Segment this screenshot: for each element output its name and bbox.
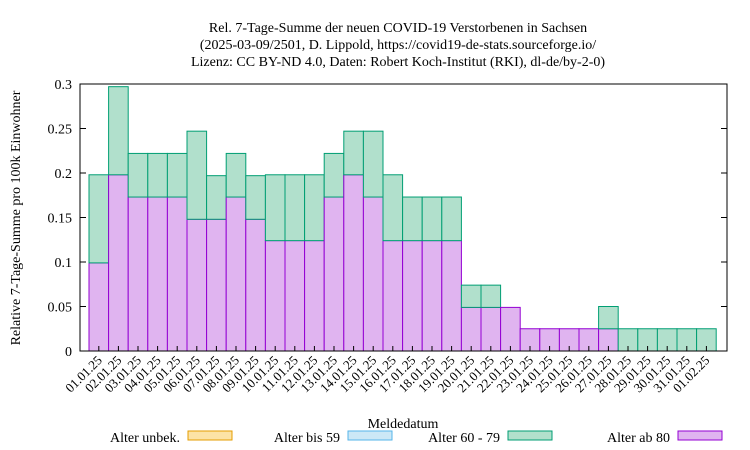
y-tick-label: 0.3 (55, 78, 73, 93)
y-tick-label: 0 (65, 345, 72, 360)
bar-alter-ab-80-16.01.25 (382, 240, 404, 352)
bar-alter-60-79-14.01.25 (343, 130, 364, 176)
y-tick-label: 0.05 (48, 301, 73, 316)
chart-title-line-3: Lizenz: CC BY-ND 4.0, Daten: Robert Koch… (191, 55, 605, 70)
bar-alter-60-79-20.01.25 (460, 284, 482, 308)
bars (88, 86, 717, 352)
bar-alter-ab-80-05.01.25 (166, 196, 188, 352)
bar-alter-ab-80-19.01.25 (441, 240, 462, 352)
bar-alter-60-79-01.01.25 (88, 174, 110, 264)
bar-alter-ab-80-12.01.25 (304, 240, 325, 352)
legend-swatch (347, 430, 393, 441)
bar-alter-60-79-06.01.25 (186, 130, 208, 220)
bar-alter-ab-80-14.01.25 (343, 174, 364, 352)
bar-alter-ab-80-03.01.25 (127, 196, 149, 352)
bar-alter-ab-80-15.01.25 (362, 196, 384, 352)
bar-alter-60-79-08.01.25 (225, 152, 247, 198)
bar-alter-60-79-05.01.25 (166, 152, 188, 198)
y-tick-label: 0.15 (48, 212, 73, 227)
bar-alter-60-79-10.01.25 (264, 174, 286, 242)
chart-title-line-1: Rel. 7-Tage-Summe der neuen COVID-19 Ver… (209, 21, 587, 36)
legend-swatch (187, 430, 233, 441)
bar-alter-ab-80-09.01.25 (245, 218, 266, 352)
legend-swatch (507, 430, 553, 441)
chart-title-line-2: (2025-03-09/2501, D. Lippold, https://co… (200, 38, 596, 53)
bar-alter-60-79-17.01.25 (402, 196, 423, 242)
bar-alter-60-79-21.01.25 (480, 284, 502, 308)
x-axis-ticks: 01.01.2502.01.2503.01.2504.01.2505.01.25… (62, 346, 713, 395)
bar-alter-ab-80-18.01.25 (421, 240, 443, 352)
bar-alter-60-79-09.01.25 (245, 175, 266, 220)
legend-label: Alter 60 - 79 (428, 431, 500, 446)
legend-label: Alter bis 59 (274, 431, 340, 446)
legend: Alter unbek. Alter bis 59 Alter 60 - 79 Alt… (110, 430, 723, 446)
bar-alter-ab-80-02.01.25 (108, 174, 129, 352)
plot-frame (79, 83, 728, 352)
bar-alter-60-79-02.01.25 (108, 86, 129, 176)
bar-alter-60-79-04.01.25 (147, 152, 168, 198)
bar-alter-60-79-13.01.25 (323, 152, 345, 198)
bar-alter-ab-80-21.01.25 (480, 306, 502, 352)
legend-label: Alter ab 80 (607, 431, 670, 446)
bar-alter-ab-80-20.01.25 (460, 306, 482, 352)
bar-alter-60-79-12.01.25 (304, 174, 325, 242)
legend-label: Alter unbek. (110, 431, 180, 446)
y-tick-label: 0.25 (48, 123, 73, 138)
bar-alter-ab-80-10.01.25 (264, 240, 286, 352)
bar-alter-60-79-03.01.25 (127, 152, 149, 198)
bar-alter-60-79-07.01.25 (206, 175, 227, 220)
bar-alter-ab-80-11.01.25 (284, 240, 306, 352)
y-axis-ticks: 0 0.05 0.1 0.15 0.2 0.25 0.3 (48, 78, 727, 360)
bar-alter-ab-80-08.01.25 (225, 196, 247, 352)
chart-title: Rel. 7-Tage-Summe der neuen COVID-19 Ver… (191, 21, 605, 70)
legend-swatch (677, 430, 723, 441)
bar-alter-ab-80-07.01.25 (206, 218, 227, 352)
bar-alter-ab-80-06.01.25 (186, 218, 208, 352)
bar-alter-60-79-15.01.25 (362, 130, 384, 198)
y-tick-label: 0.1 (55, 256, 73, 271)
x-axis-label: Meldedatum (368, 417, 439, 432)
bar-alter-ab-80-04.01.25 (147, 196, 168, 352)
bar-alter-60-79-16.01.25 (382, 174, 404, 242)
bar-alter-ab-80-17.01.25 (402, 240, 423, 352)
y-tick-label: 0.2 (55, 167, 73, 182)
bar-alter-ab-80-13.01.25 (323, 196, 345, 352)
bar-alter-ab-80-01.01.25 (88, 262, 110, 352)
bar-alter-ab-80-22.01.25 (500, 306, 521, 352)
y-axis-label: Relative 7-Tage-Summe pro 100k Einwohner (9, 90, 24, 345)
bar-alter-60-79-18.01.25 (421, 196, 443, 242)
bar-alter-60-79-11.01.25 (284, 174, 306, 242)
bar-alter-60-79-27.01.25 (598, 306, 619, 330)
bar-alter-60-79-19.01.25 (441, 196, 462, 242)
